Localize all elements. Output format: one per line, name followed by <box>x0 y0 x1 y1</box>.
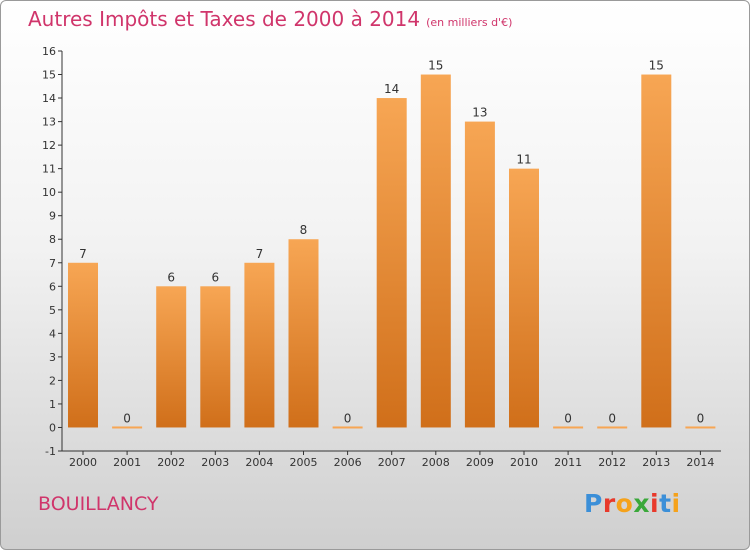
bar-value-label: 6 <box>211 270 219 284</box>
bar-value-label: 7 <box>256 247 264 261</box>
bar-value-label: 0 <box>608 411 616 425</box>
bar <box>244 262 275 428</box>
y-tick-label: -1 <box>45 445 56 458</box>
bar <box>200 286 231 428</box>
bar <box>156 286 187 428</box>
y-tick-label: 8 <box>49 233 56 246</box>
y-tick-label: 6 <box>49 280 56 293</box>
y-tick-label: 3 <box>49 351 56 364</box>
bar-value-label: 0 <box>697 411 705 425</box>
y-tick-label: 13 <box>42 116 56 129</box>
bar <box>288 239 319 428</box>
x-tick-label: 2010 <box>510 456 538 469</box>
y-tick-label: 4 <box>49 327 56 340</box>
logo-letter: x <box>633 489 650 518</box>
y-tick-label: 5 <box>49 304 56 317</box>
location-name: BOUILLANCY <box>38 493 159 515</box>
bar <box>685 426 716 429</box>
y-tick-label: 14 <box>42 92 56 105</box>
y-tick-label: 7 <box>49 257 56 270</box>
logo-letter: P <box>584 489 603 518</box>
bar <box>464 121 495 428</box>
logo-letter: o <box>615 489 634 518</box>
y-tick-label: 15 <box>42 69 56 82</box>
bar-value-label: 14 <box>384 82 399 96</box>
x-tick-label: 2001 <box>113 456 141 469</box>
bar <box>641 74 672 428</box>
x-tick-label: 2002 <box>157 456 185 469</box>
logo-letter: i <box>650 489 660 518</box>
title-main: Autres Impôts et Taxes de 2000 à 2014 <box>28 7 421 31</box>
bar-value-label: 0 <box>564 411 572 425</box>
y-tick-label: 2 <box>49 374 56 387</box>
bar-value-label: 8 <box>300 223 308 237</box>
x-tick-label: 2009 <box>466 456 494 469</box>
bar-value-label: 11 <box>516 153 531 167</box>
x-tick-label: 2007 <box>378 456 406 469</box>
x-tick-label: 2000 <box>69 456 97 469</box>
x-tick-label: 2008 <box>422 456 450 469</box>
bar <box>509 168 539 428</box>
y-tick-label: 16 <box>42 45 56 58</box>
bar-value-label: 0 <box>123 411 131 425</box>
x-tick-label: 2006 <box>334 456 362 469</box>
title-unit: (en milliers d'€) <box>426 16 513 29</box>
logo-letter: i <box>671 489 681 518</box>
x-tick-label: 2011 <box>554 456 582 469</box>
y-tick-label: 10 <box>42 186 56 199</box>
x-tick-label: 2014 <box>686 456 714 469</box>
x-tick-label: 2005 <box>290 456 318 469</box>
bar-value-label: 13 <box>472 106 487 120</box>
y-tick-label: 12 <box>42 139 56 152</box>
bar <box>112 426 143 429</box>
bar <box>597 426 628 429</box>
bar <box>68 262 98 428</box>
bar <box>376 98 407 428</box>
bar <box>332 426 363 429</box>
y-tick-label: 11 <box>42 163 56 176</box>
x-tick-label: 2013 <box>642 456 670 469</box>
x-tick-label: 2012 <box>598 456 626 469</box>
logo-letter: r <box>602 489 616 518</box>
data-labels: 7 0 6 6 7 8 0 14 15 13 11 0 0 15 0 <box>79 59 704 426</box>
bar-value-label: 15 <box>649 59 664 73</box>
bar-value-label: 0 <box>344 411 352 425</box>
y-tick-label: 9 <box>49 210 56 223</box>
logo-letter: t <box>659 489 672 518</box>
y-tick-label: 0 <box>49 421 56 434</box>
x-tick-label: 2004 <box>245 456 273 469</box>
proxiti-logo: Proxiti <box>584 489 681 518</box>
bar-value-label: 15 <box>428 59 443 73</box>
bar-value-label: 7 <box>79 247 87 261</box>
chart-title: Autres Impôts et Taxes de 2000 à 2014 (en… <box>28 7 512 31</box>
bar <box>420 74 451 428</box>
bars <box>68 74 716 429</box>
bar <box>553 426 584 429</box>
y-tick-label: 1 <box>49 398 56 411</box>
x-tick-label: 2003 <box>201 456 229 469</box>
bar-value-label: 6 <box>167 270 175 284</box>
